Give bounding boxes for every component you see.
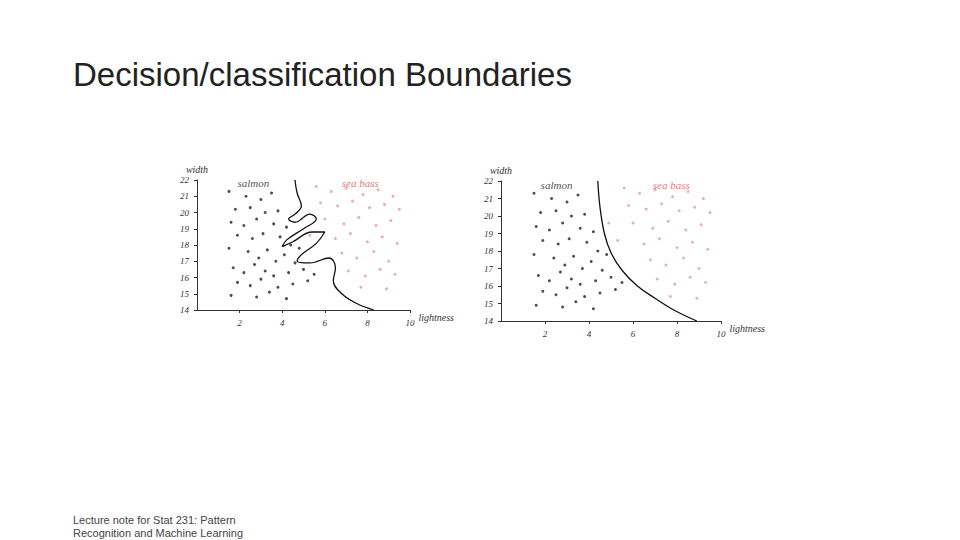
svg-text:8: 8 (675, 329, 680, 339)
svg-text:6: 6 (323, 318, 328, 328)
svg-text:4: 4 (587, 329, 592, 339)
svg-text:17: 17 (180, 256, 190, 266)
svg-text:18: 18 (484, 246, 494, 256)
svg-text:22: 22 (180, 175, 190, 185)
svg-text:19: 19 (180, 224, 190, 234)
svg-text:width: width (186, 164, 208, 175)
svg-text:20: 20 (484, 211, 494, 221)
svg-text:19: 19 (484, 229, 494, 239)
svg-text:15: 15 (180, 289, 190, 299)
svg-text:width: width (490, 165, 512, 176)
svg-text:2: 2 (237, 318, 242, 328)
svg-text:8: 8 (365, 318, 370, 328)
svg-text:16: 16 (484, 281, 494, 291)
svg-text:10: 10 (717, 329, 727, 339)
svg-text:salmon: salmon (237, 177, 269, 189)
svg-text:22: 22 (484, 176, 494, 186)
svg-text:sea bass: sea bass (653, 179, 690, 191)
svg-text:18: 18 (180, 240, 190, 250)
svg-text:lightness: lightness (418, 312, 454, 323)
svg-text:15: 15 (484, 299, 494, 309)
svg-text:salmon: salmon (541, 179, 573, 191)
html-text:Lecture note for Stat 231: Pat: Lecture note for Stat 231: Pattern Recog… (73, 514, 243, 539)
svg-text:16: 16 (180, 273, 190, 283)
svg-text:2: 2 (543, 329, 548, 339)
svg-text:14: 14 (484, 316, 494, 326)
svg-text:10: 10 (406, 318, 416, 328)
html-text:Decision/classification Bounda: Decision/classification Boundaries (73, 56, 572, 93)
svg-text:21: 21 (484, 194, 493, 204)
svg-text:17: 17 (484, 264, 494, 274)
svg-text:20: 20 (180, 208, 190, 218)
svg-text:14: 14 (180, 305, 190, 315)
svg-text:sea bass: sea bass (342, 177, 379, 189)
svg-text:lightness: lightness (729, 323, 765, 334)
svg-text:4: 4 (280, 318, 285, 328)
svg-text:6: 6 (631, 329, 636, 339)
svg-text:21: 21 (180, 191, 189, 201)
